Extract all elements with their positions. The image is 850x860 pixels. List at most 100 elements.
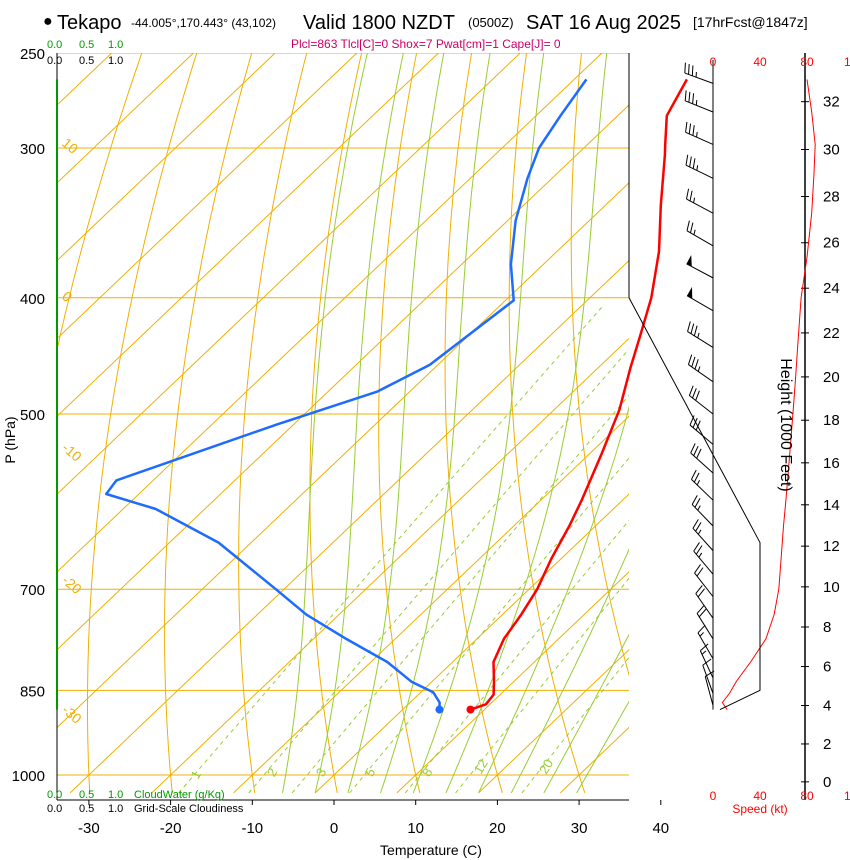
wind-barb-staff [696,613,714,640]
dry-adiabat [378,53,421,794]
wind-barb-flag [699,643,709,652]
wind-barb-flag [690,323,695,334]
bottom-water-tick-0: 0.0 [47,789,62,801]
plot-grid [57,53,629,794]
dry-adiabat [164,53,253,793]
wind-barb-flag [692,158,696,169]
wind-barb-staff [691,504,714,527]
x-axis-title: Temperature (C) [380,842,482,858]
wind-barb [694,564,714,597]
wind-barb-flag [697,624,706,634]
wind-barb [702,658,714,694]
wind-barb-flag [694,497,701,508]
wind-barb [686,188,714,214]
temp-label: 20 [489,820,506,837]
temp-label: 10 [407,820,424,837]
wind-barb-flag [692,388,697,399]
wind-barb [696,605,714,640]
top-cloud-tick-0: 0.0 [47,55,62,67]
wind-barb [686,286,714,312]
moist-adiabat [314,53,404,794]
wind-barb-flag [693,325,698,336]
wind-barb-flag [686,188,690,200]
isotherm-line [57,104,629,651]
wind-barb-flag [697,588,705,598]
top-cloud-tick-1: 0.5 [79,55,94,67]
wind-barb [685,154,714,179]
wind-barb-flag [691,495,698,505]
temp-label: 0 [330,820,338,837]
wind-barb [688,385,714,415]
wind-barb-flag [694,564,701,574]
temp-label: -20 [160,820,182,837]
location-name: Tekapo [57,12,122,34]
stability-params: Plcl=863 Tlcl[C]=0 Shox=7 Pwat[cm]=1 Cap… [291,37,561,51]
isotherm-line [314,493,629,794]
wind-barb-flag [692,417,698,428]
zulu-time: (0500Z) [468,15,514,30]
top-water-tick-0: 0.0 [47,39,62,51]
speed-tick-bottom: 40 [753,789,767,803]
wind-barb-staff [693,550,714,575]
pressure-label-250: 250 [20,46,45,63]
pressure-label-400: 400 [20,291,45,308]
wind-barb-staff [685,131,714,145]
wind-barb [685,121,714,145]
wind-barb [686,220,714,247]
wind-barb-flag [688,91,691,103]
wind-barb-flag [688,64,690,75]
wind-barb-flag [696,605,705,614]
bottom-cloud-tick-2: 1.0 [108,803,123,815]
mixing-ratio-label: 12 [471,756,491,776]
wind-barb-half-flag [701,650,707,655]
wind-barb-half-flag [696,480,701,486]
pressure-label-850: 850 [20,683,45,700]
wind-barb-half-flag [696,131,698,138]
wind-barb-half-flag [697,366,701,372]
temp-label: -30 [78,820,100,837]
wind-barb [687,321,714,348]
wind-barb-flag [692,93,695,104]
top-water-tick-1: 0.5 [79,39,94,51]
panel-boundary-line [628,297,761,711]
wind-barb [691,495,714,527]
top-water-tick-2: 1.0 [108,39,123,51]
wind-barb [704,670,715,706]
bottom-cloud-tick-1: 0.5 [79,803,94,815]
bottom-cloud-tick-0: 0.0 [47,803,62,815]
temp-label: 30 [571,820,588,837]
wind-barb-pennant [686,254,692,267]
height-label: 2 [823,736,831,753]
height-label: 8 [823,619,831,636]
isotherm-line [396,571,629,794]
dry-adiabat [508,53,586,794]
speed-tick-bottom: 80 [800,789,814,803]
mixing-ratio-line [455,577,629,794]
height-label: 28 [823,189,840,206]
wind-barb-half-flag [699,632,704,637]
pressure-label-700: 700 [20,582,45,599]
cloud-water-label: CloudWater (g/Kg) [134,789,225,801]
wind-barb-flag [690,443,696,454]
wind-panel: 0246810121416182022242628303200404080801… [628,53,850,803]
temp-label: 40 [652,820,669,837]
wind-barb-flag [695,585,703,594]
wind-barb-flag [689,222,694,233]
bottom-water-tick-1: 0.5 [79,789,94,801]
wind-barb-staff [687,331,714,348]
wind-barb-flag [693,445,699,456]
height-label: 4 [823,698,831,715]
height-label: 24 [823,280,840,297]
speed-profile-line [721,79,816,710]
wind-barb-flag [693,472,700,483]
isotherm-line [57,53,439,418]
wind-barb-flag [691,65,694,76]
wind-barb [687,354,714,383]
isotherm-line [57,53,194,184]
wind-barb-staff [704,676,714,706]
wind-barb-flag [696,448,702,459]
wind-barb-half-flag [697,332,700,339]
wind-barb-staff [685,164,714,179]
isotherm-line [233,415,629,794]
